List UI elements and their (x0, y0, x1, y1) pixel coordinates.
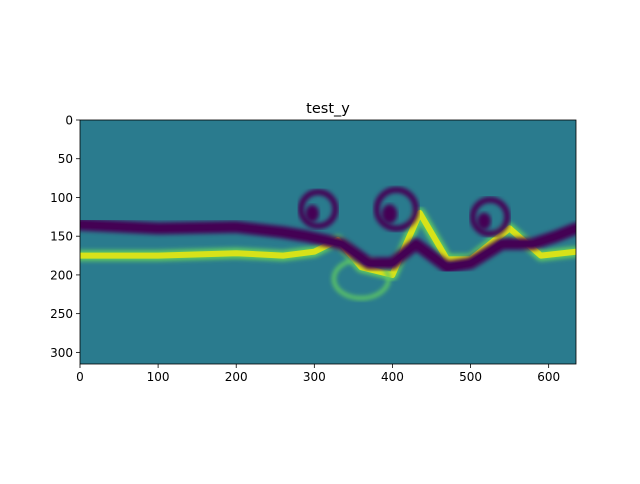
x-axis: 0 100 200 300 400 500 600 (76, 364, 560, 384)
y-tick-label: 50 (58, 152, 73, 166)
heatmap-field (80, 186, 576, 301)
vortex-core-1 (381, 204, 398, 224)
y-tick-label: 150 (50, 230, 73, 244)
y-tick-label: 100 (50, 191, 73, 205)
y-axis: 0 50 100 150 200 250 300 (50, 114, 80, 360)
x-tick-label: 600 (537, 370, 560, 384)
x-tick-label: 300 (303, 370, 326, 384)
bright-band (80, 210, 576, 278)
y-tick-label: 250 (50, 307, 73, 321)
y-tick-label: 200 (50, 268, 73, 282)
x-tick-label: 0 (76, 370, 84, 384)
vortex-core-0 (305, 204, 320, 222)
x-tick-label: 200 (225, 370, 248, 384)
x-tick-label: 100 (147, 370, 170, 384)
plot-area (80, 120, 576, 364)
vortex-ring-1 (373, 186, 419, 232)
y-tick-label: 0 (65, 114, 73, 128)
chart-title: test_y (306, 101, 350, 117)
vortex-ring-0 (298, 189, 339, 230)
dark-band (80, 222, 576, 270)
vortex-ring-2 (469, 196, 511, 237)
x-tick-label: 500 (459, 370, 482, 384)
x-tick-label: 400 (381, 370, 404, 384)
plot-frame (79, 119, 577, 365)
vortex-core-2 (477, 212, 491, 230)
y-tick-label: 300 (50, 346, 73, 360)
